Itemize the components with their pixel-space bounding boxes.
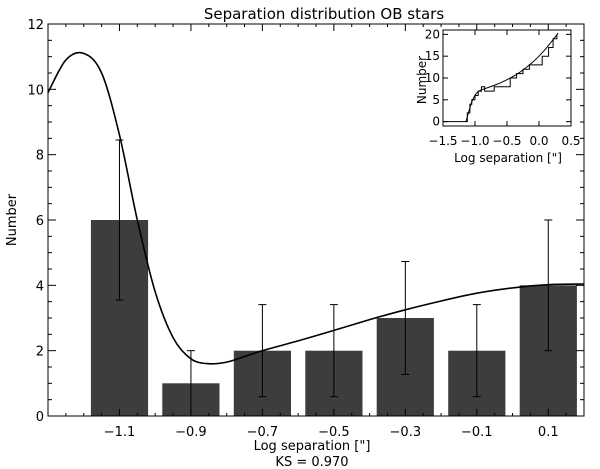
ks-statistic: KS = 0.970 [275,455,348,469]
error-bar-4 [401,260,410,376]
error-bar-3 [329,304,338,398]
x-axis-ticks: −1.1 −0.9 −0.7 −0.5 −0.3 −0.1 0.1 [65,24,567,440]
chart-title: Separation distribution OB stars [204,5,444,23]
inset-y-axis-ticks: 0 5 10 15 20 [425,27,571,129]
main-histogram-chart: Separation distribution OB stars −1.1 −0.… [5,5,585,469]
inset-x-axis-ticks: −1.5 −1.0 −0.5 0.0 0.5 [428,30,581,148]
inset-x-tick-label: −0.5 [492,134,521,148]
x-tick-label: −0.1 [461,425,493,440]
x-tick-label: −0.9 [175,425,207,440]
y-tick-label: 4 [36,279,44,294]
error-bar-0 [115,139,124,301]
y-tick-label: 0 [36,410,44,425]
inset-y-tick-label: 20 [425,27,440,41]
inset-x-axis-label: Log separation ["] [454,151,562,165]
inset-x-tick-label: 0.0 [529,134,548,148]
inset-background [443,30,571,126]
inset-y-tick-label: 15 [425,49,440,63]
y-tick-label: 12 [27,18,44,33]
y-tick-label: 8 [36,149,44,164]
x-tick-label: −0.3 [390,425,422,440]
y-axis-ticks: 0 2 4 6 8 10 12 [27,18,584,425]
inset-x-tick-label: −1.0 [460,134,489,148]
fit-curve [47,51,585,365]
inset-y-tick-label: 0 [432,115,440,129]
error-bar-5 [472,304,481,398]
inset-model-curve [465,32,559,122]
inset-x-tick-label: 0.5 [561,134,580,148]
inset-cumulative-chart: −1.5 −1.0 −0.5 0.0 0.5 0 5 10 15 20 Log separati… [415,27,581,165]
bars-group [90,220,577,416]
x-tick-label: −1.1 [104,425,136,440]
y-axis-label: Number [5,193,20,246]
inset-y-tick-label: 5 [432,93,440,107]
y-tick-label: 2 [36,345,44,360]
x-tick-label: 0.1 [538,425,559,440]
inset-x-tick-label: −1.5 [428,134,457,148]
inset-y-tick-label: 10 [425,71,440,85]
inset-y-axis-label: Number [415,56,429,104]
y-tick-label: 10 [27,83,44,98]
x-tick-label: −0.5 [318,425,350,440]
x-tick-label: −0.7 [247,425,279,440]
x-axis-label: Log separation ["] [254,439,371,454]
y-tick-label: 6 [36,214,44,229]
